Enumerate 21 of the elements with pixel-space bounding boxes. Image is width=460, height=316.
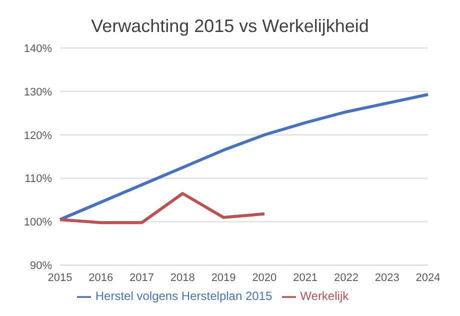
x-tick-label: 2024	[416, 272, 440, 284]
y-tick-label: 120%	[24, 130, 52, 142]
x-tick-label: 2023	[374, 272, 400, 284]
x-tick-label: 2017	[130, 272, 154, 284]
x-tick-label: 2019	[211, 272, 236, 284]
x-tick-label: 2020	[252, 272, 277, 284]
y-tick-label: 90%	[30, 260, 52, 272]
y-tick-label: 130%	[24, 86, 52, 98]
y-tick-label: 100%	[24, 216, 52, 229]
x-tick-label: 2016	[88, 272, 114, 284]
legend-label: Herstel volgens Herstelplan 2015	[95, 289, 272, 304]
line-series	[58, 192, 266, 224]
x-tick-label: 2021	[293, 272, 318, 284]
y-tick-label: 110%	[24, 173, 52, 186]
x-tick-label: 2015	[48, 272, 72, 284]
y-tick-label: 140%	[24, 42, 52, 55]
x-tick-label: 2018	[170, 272, 195, 284]
legend-label: Werkelijk	[300, 289, 349, 304]
line-series	[58, 92, 430, 222]
x-tick-label: 2022	[334, 272, 358, 284]
chart-title: Verwachting 2015 vs Werkelijkheid	[90, 15, 370, 38]
